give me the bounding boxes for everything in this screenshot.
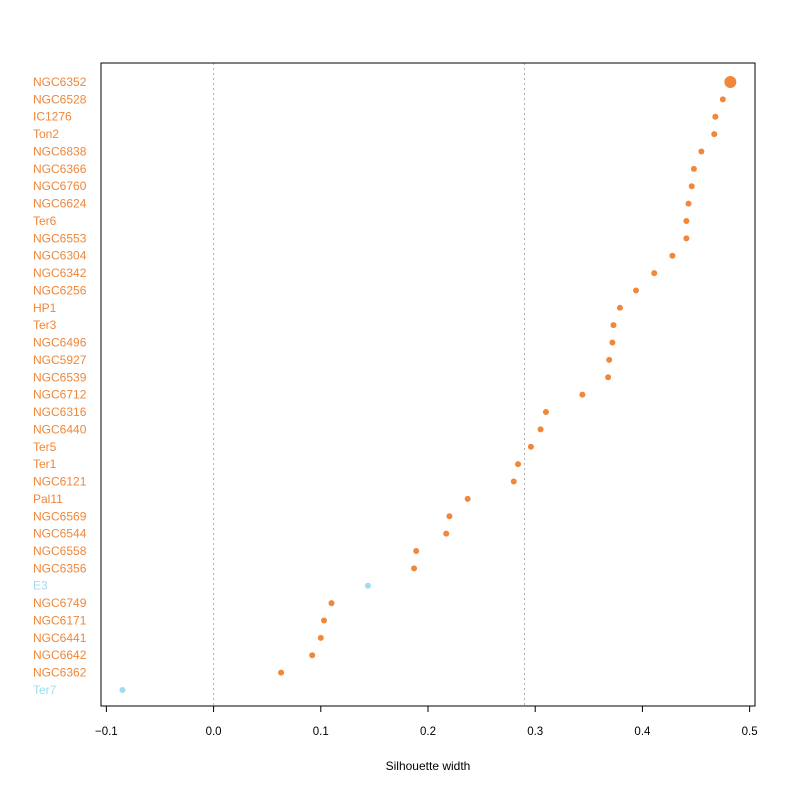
row-label-NGC6642: NGC6642 — [33, 648, 87, 662]
row-label-Ton2: Ton2 — [33, 127, 59, 141]
x-tick-label-0: −0.1 — [95, 726, 118, 738]
point-NGC6356 — [411, 565, 418, 572]
point-HP1 — [616, 304, 623, 311]
row-label-Ter6: Ter6 — [33, 214, 57, 228]
point-NGC6304 — [669, 252, 676, 259]
point-Ter7 — [119, 686, 126, 693]
row-label-NGC6838: NGC6838 — [33, 144, 87, 158]
point-NGC6569 — [446, 513, 453, 520]
point-Ter1 — [515, 461, 522, 468]
row-label-Ter1: Ter1 — [33, 457, 57, 471]
point-NGC6342 — [651, 270, 658, 277]
point-NGC6256 — [632, 287, 639, 294]
x-tick-label-4: 0.3 — [527, 726, 543, 738]
point-NGC6539 — [605, 374, 612, 381]
point-NGC6712 — [579, 391, 586, 398]
point-NGC6528 — [719, 96, 726, 103]
row-label-Ter3: Ter3 — [33, 318, 57, 332]
row-label-NGC6316: NGC6316 — [33, 405, 87, 419]
row-label-NGC6553: NGC6553 — [33, 231, 87, 245]
point-NGC6760 — [688, 183, 695, 190]
point-Ter3 — [610, 322, 617, 329]
point-NGC6558 — [413, 547, 420, 554]
row-label-E3: E3 — [33, 579, 48, 593]
point-NGC6838 — [698, 148, 705, 155]
x-tick-label-1: 0.0 — [206, 726, 222, 738]
row-label-NGC6121: NGC6121 — [33, 475, 87, 489]
point-NGC6441 — [317, 634, 324, 641]
row-label-NGC5927: NGC5927 — [33, 353, 87, 367]
row-label-NGC6366: NGC6366 — [33, 162, 87, 176]
row-label-NGC6342: NGC6342 — [33, 266, 87, 280]
row-label-NGC6441: NGC6441 — [33, 631, 87, 645]
row-label-Pal11: Pal11 — [33, 492, 63, 506]
point-IC1276 — [712, 113, 719, 120]
row-label-NGC6624: NGC6624 — [33, 197, 87, 211]
point-NGC6352 — [724, 76, 737, 88]
row-label-NGC6544: NGC6544 — [33, 527, 87, 541]
point-NGC6362 — [278, 669, 285, 676]
row-label-Ter5: Ter5 — [33, 440, 57, 454]
row-label-NGC6352: NGC6352 — [33, 75, 87, 89]
x-tick-label-2: 0.1 — [313, 726, 329, 738]
point-NGC6316 — [542, 409, 549, 416]
row-label-NGC6362: NGC6362 — [33, 666, 87, 680]
row-label-NGC6356: NGC6356 — [33, 561, 87, 575]
point-NGC5927 — [606, 356, 613, 363]
row-label-NGC6539: NGC6539 — [33, 370, 87, 384]
row-label-NGC6304: NGC6304 — [33, 249, 87, 263]
row-label-NGC6440: NGC6440 — [33, 422, 87, 436]
row-label-IC1276: IC1276 — [33, 110, 72, 124]
row-label-NGC6749: NGC6749 — [33, 596, 87, 610]
point-NGC6496 — [609, 339, 616, 346]
row-label-NGC6558: NGC6558 — [33, 544, 87, 558]
x-axis-title: Silhouette width — [386, 759, 471, 773]
point-NGC6642 — [309, 652, 316, 659]
row-label-NGC6528: NGC6528 — [33, 92, 87, 106]
row-labels: NGC6352 NGC6528 IC1276 Ton2 NGC6838 NGC6366 NG… — [33, 75, 87, 697]
point-NGC6624 — [685, 200, 692, 207]
point-NGC6553 — [683, 235, 690, 242]
x-tick-label-3: 0.2 — [420, 726, 436, 738]
point-NGC6749 — [328, 600, 335, 607]
point-E3 — [364, 582, 371, 589]
point-Ton2 — [711, 131, 718, 138]
row-label-NGC6569: NGC6569 — [33, 509, 87, 523]
point-NGC6366 — [690, 165, 697, 172]
point-NGC6440 — [537, 426, 544, 433]
point-NGC6171 — [321, 617, 328, 624]
row-label-NGC6712: NGC6712 — [33, 388, 87, 402]
data-points — [119, 76, 737, 693]
row-label-HP1: HP1 — [33, 301, 57, 315]
point-Pal11 — [464, 495, 471, 502]
plot-frame — [100, 62, 756, 707]
point-NGC6121 — [510, 478, 517, 485]
x-tick-label-6: 0.5 — [742, 726, 758, 738]
point-NGC6544 — [443, 530, 450, 537]
row-label-NGC6760: NGC6760 — [33, 179, 87, 193]
row-label-Ter7: Ter7 — [33, 683, 57, 697]
x-axis: −0.1 0.0 0.1 0.2 0.3 0.4 0.5 — [95, 705, 758, 738]
reference-lines — [213, 63, 525, 706]
row-label-NGC6256: NGC6256 — [33, 283, 87, 297]
row-label-NGC6496: NGC6496 — [33, 336, 87, 350]
row-label-NGC6171: NGC6171 — [33, 613, 87, 627]
point-Ter6 — [683, 217, 690, 224]
point-Ter5 — [527, 443, 534, 450]
x-tick-label-5: 0.4 — [634, 726, 651, 738]
